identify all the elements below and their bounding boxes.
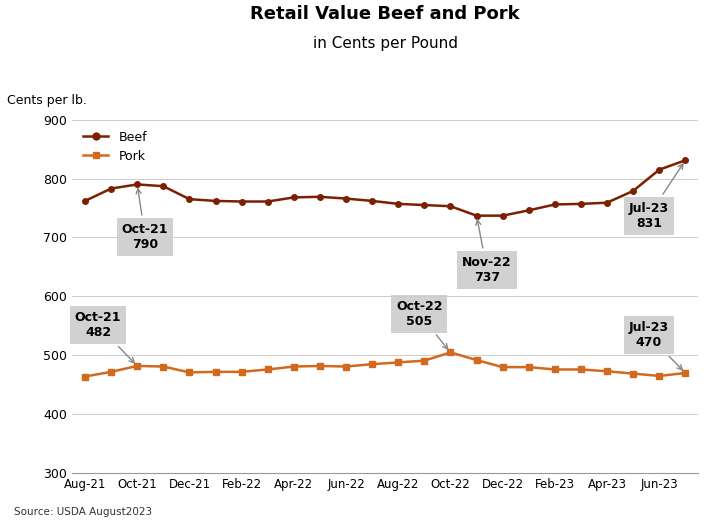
Pork [133,363,142,369]
Text: in Cents per Pound: in Cents per Pound [312,36,458,51]
Pork [81,373,89,380]
Beef [185,196,194,202]
Pork [211,369,220,375]
Pork [603,368,611,374]
Beef [446,203,455,210]
Pork [185,369,194,375]
Pork [577,367,585,373]
Pork [498,364,507,370]
Beef [264,199,272,205]
Text: Jul-23
831: Jul-23 831 [629,164,683,229]
Beef [420,202,428,208]
Line: Beef: Beef [82,158,688,218]
Pork [315,363,324,369]
Pork [264,367,272,373]
Text: Oct-21
482: Oct-21 482 [75,311,134,363]
Beef [368,198,377,204]
Pork [655,373,664,379]
Beef [238,199,246,205]
Beef [629,188,637,194]
Pork [681,370,690,376]
Text: Cents per lb.: Cents per lb. [7,94,87,107]
Pork [159,363,168,370]
Text: Source: USDA August2023: Source: USDA August2023 [14,507,153,517]
Beef [107,186,115,192]
Pork [394,359,402,366]
Pork [551,367,559,373]
Beef [655,166,664,173]
Pork [238,369,246,375]
Pork [524,364,533,370]
Pork [420,358,428,364]
Text: Retail Value Beef and Pork: Retail Value Beef and Pork [251,5,520,23]
Pork [107,369,115,375]
Legend: Beef, Pork: Beef, Pork [78,126,152,168]
Text: Jul-23
470: Jul-23 470 [629,321,683,370]
Text: Oct-22
505: Oct-22 505 [396,300,448,349]
Beef [289,194,298,201]
Beef [133,181,142,188]
Beef [603,200,611,206]
Pork [289,363,298,370]
Beef [551,201,559,207]
Text: Oct-21
790: Oct-21 790 [122,189,168,251]
Line: Pork: Pork [82,349,688,379]
Beef [342,196,351,202]
Beef [81,198,89,204]
Beef [577,201,585,207]
Beef [472,213,481,219]
Pork [368,361,377,367]
Beef [159,183,168,189]
Beef [394,201,402,207]
Beef [211,198,220,204]
Beef [498,213,507,219]
Pork [472,357,481,363]
Beef [681,157,690,163]
Pork [446,349,455,356]
Beef [524,207,533,214]
Pork [342,363,351,370]
Pork [629,370,637,376]
Beef [315,193,324,200]
Text: Nov-22
737: Nov-22 737 [462,220,512,284]
